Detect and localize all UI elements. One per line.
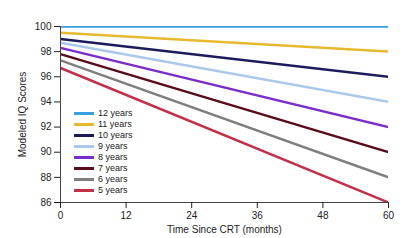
html-text:8 years: 8 years (98, 152, 128, 162)
svg-text:24: 24 (186, 210, 198, 221)
svg-text:88: 88 (40, 172, 52, 183)
svg-text:36: 36 (252, 210, 264, 221)
svg-text:94: 94 (40, 96, 52, 107)
svg-text:Time Since CRT (months): Time Since CRT (months) (167, 224, 282, 235)
svg-text:98: 98 (40, 46, 52, 57)
svg-text:48: 48 (317, 210, 329, 221)
html-text:5 years: 5 years (98, 185, 128, 195)
svg-text:12: 12 (121, 210, 133, 221)
svg-text:60: 60 (383, 210, 395, 221)
svg-text:0: 0 (58, 210, 64, 221)
html-text:6 years: 6 years (98, 174, 128, 184)
html-text:10 years: 10 years (98, 130, 133, 140)
svg-text:100: 100 (35, 21, 52, 32)
svg-text:92: 92 (40, 121, 52, 132)
html-text:11 years: 11 years (98, 119, 132, 129)
html-text:9 years: 9 years (98, 141, 128, 151)
html-text:7 years: 7 years (98, 163, 128, 173)
svg-text:90: 90 (40, 146, 52, 157)
svg-text:86: 86 (40, 197, 52, 208)
html-text:12 years: 12 years (98, 108, 133, 118)
svg-text:96: 96 (40, 71, 52, 82)
svg-text:Modeled IQ Scores: Modeled IQ Scores (17, 72, 28, 158)
